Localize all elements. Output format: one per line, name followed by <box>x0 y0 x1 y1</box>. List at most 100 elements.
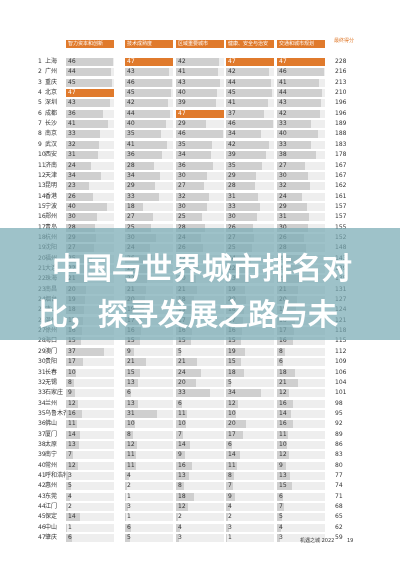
score-cell: 42 <box>226 140 274 149</box>
score-cell: 3 <box>176 534 224 543</box>
score: 40 <box>127 120 135 128</box>
score-cell: 10 <box>226 409 274 418</box>
score-bar <box>66 503 69 512</box>
score-bar <box>125 389 132 398</box>
score: 6 <box>127 389 131 397</box>
score-bar <box>226 420 247 429</box>
score: 31 <box>127 409 135 417</box>
score-cell: 47 <box>66 89 114 98</box>
score-cell: 34 <box>226 130 274 139</box>
score-cell: 15 <box>176 337 224 346</box>
score-cell: 39 <box>176 99 224 108</box>
score-cell: 11 <box>176 409 224 418</box>
score-bar <box>66 409 83 418</box>
score: 5 <box>68 482 72 490</box>
score-cell: 40 <box>277 130 325 139</box>
score-bar <box>125 378 139 387</box>
score-bar <box>66 89 114 98</box>
score-bar <box>66 523 68 532</box>
score-cell: 45 <box>66 78 114 87</box>
score-cell: 27 <box>176 182 224 191</box>
score-cell: 12 <box>226 399 274 408</box>
score: 47 <box>127 58 135 65</box>
score: 6 <box>127 523 131 531</box>
column-header: 健康、安全与治安 <box>226 40 274 48</box>
total: 74 <box>335 482 343 490</box>
score: 12 <box>178 503 186 511</box>
score-cell: 14 <box>66 430 114 439</box>
score: 44 <box>279 89 287 97</box>
score-bar <box>277 378 299 387</box>
score: 8 <box>279 347 283 355</box>
score: 41 <box>279 78 287 86</box>
score-bar <box>66 171 101 180</box>
score-cell: 36 <box>125 151 173 160</box>
score-bar <box>125 409 157 418</box>
score: 36 <box>68 109 76 117</box>
score-bar <box>226 513 229 522</box>
score-bar <box>277 78 319 87</box>
score-cell: 14 <box>176 440 224 449</box>
score-bar <box>125 109 170 118</box>
score-bar <box>226 409 237 418</box>
score-cell: 26 <box>66 192 114 201</box>
score-cell: 45 <box>125 89 173 98</box>
score-cell: 37 <box>66 347 114 356</box>
score: 27 <box>279 161 287 169</box>
total: 71 <box>335 492 343 500</box>
score-cell: 1 <box>125 513 173 522</box>
city: 澳门 <box>45 347 58 355</box>
score: 5 <box>228 378 232 386</box>
score-cell: 30 <box>226 213 274 222</box>
city: 天津 <box>45 171 58 179</box>
score: 4 <box>127 472 131 479</box>
score-cell: 43 <box>66 99 114 108</box>
score-bar <box>125 99 168 108</box>
banner-line: 中国与世界城市排名对 <box>52 252 352 287</box>
score-bar <box>226 78 271 87</box>
score-cell: 30 <box>277 223 325 232</box>
score: 7 <box>228 482 232 490</box>
score: 44 <box>127 109 135 117</box>
score-bar <box>66 109 103 118</box>
rank: 32 <box>38 378 46 386</box>
score: 8 <box>228 472 232 479</box>
score-cell: 14 <box>277 409 325 418</box>
score-bar <box>277 503 285 512</box>
score-cell: 18 <box>277 368 325 377</box>
score-cell: 33 <box>125 192 173 201</box>
score-cell: 27 <box>277 161 325 170</box>
city: 西安 <box>45 151 58 159</box>
score-bar <box>226 68 269 77</box>
score-cell: 28 <box>176 223 224 232</box>
score-bar <box>125 430 134 439</box>
score: 40 <box>68 202 76 210</box>
score-bar <box>277 68 324 77</box>
score-cell: 18 <box>226 368 274 377</box>
score: 23 <box>68 182 76 190</box>
score: 3 <box>178 534 182 542</box>
score: 3 <box>228 523 232 531</box>
score-bar <box>125 358 147 367</box>
score: 1 <box>228 534 232 542</box>
score: 18 <box>279 368 287 376</box>
score: 38 <box>279 151 287 159</box>
score-cell: 30 <box>66 213 114 222</box>
rank: 7 <box>38 120 42 128</box>
score: 29 <box>127 182 135 190</box>
column-header: 区域重要城市 <box>176 40 224 48</box>
score: 11 <box>178 409 186 417</box>
score-bar <box>66 140 99 149</box>
score-bar <box>176 378 197 387</box>
score: 35 <box>228 161 236 169</box>
score-cell: 13 <box>125 399 173 408</box>
score-bar <box>66 534 73 543</box>
city: 贵阳 <box>45 358 58 366</box>
score: 9 <box>279 461 283 469</box>
score-cell: 8 <box>125 430 173 439</box>
score-cell: 11 <box>226 461 274 470</box>
total: 95 <box>335 409 343 417</box>
score-cell: 18 <box>125 202 173 211</box>
score-bar <box>226 389 261 398</box>
score-bar <box>125 472 130 480</box>
